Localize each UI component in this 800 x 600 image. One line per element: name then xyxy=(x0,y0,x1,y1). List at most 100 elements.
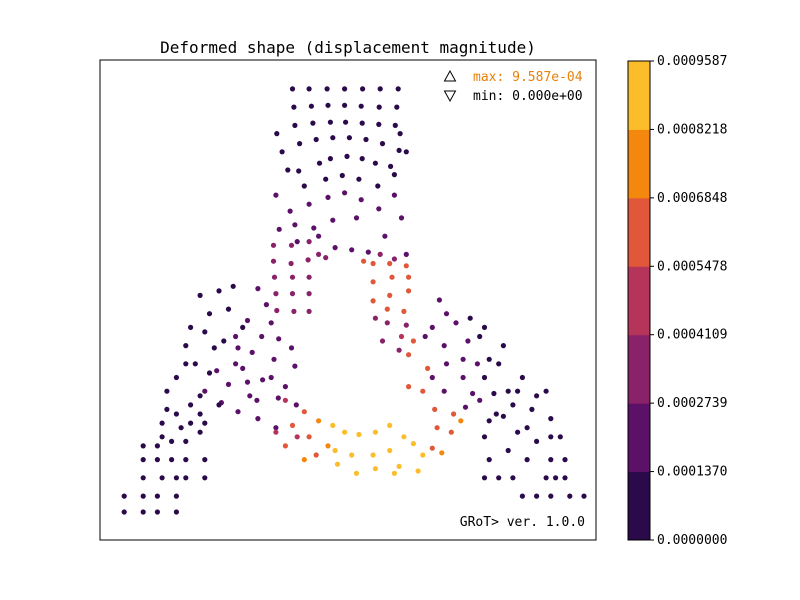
data-point xyxy=(324,86,330,92)
data-point xyxy=(154,509,160,515)
data-point xyxy=(403,251,409,257)
data-point xyxy=(206,311,213,317)
data-point xyxy=(287,208,293,214)
data-point xyxy=(270,258,277,264)
data-point xyxy=(477,397,483,403)
data-point xyxy=(534,393,540,399)
data-point xyxy=(296,168,302,174)
data-point xyxy=(398,215,405,221)
data-point xyxy=(311,225,317,231)
data-point xyxy=(460,356,466,362)
data-point xyxy=(410,338,416,344)
data-point xyxy=(505,447,511,454)
data-point xyxy=(379,141,386,147)
legend-min-label: min: 0.000e+00 xyxy=(473,89,583,104)
data-point xyxy=(197,429,203,435)
data-point xyxy=(359,120,365,126)
data-point xyxy=(432,406,438,412)
data-point xyxy=(313,452,319,458)
data-point xyxy=(221,338,227,344)
data-point xyxy=(460,374,466,381)
colorbar-tick-label: 0.0005478 xyxy=(657,259,727,274)
data-point xyxy=(288,242,295,248)
data-point xyxy=(249,349,255,355)
data-point xyxy=(268,320,274,326)
data-point xyxy=(306,239,312,245)
data-point xyxy=(285,167,291,173)
data-point xyxy=(330,217,336,223)
data-point xyxy=(240,324,246,330)
data-point xyxy=(403,322,409,328)
colorbar-tick-label: 0.0004109 xyxy=(657,328,727,343)
data-point xyxy=(562,457,568,463)
data-point xyxy=(183,438,189,444)
data-point xyxy=(159,434,165,440)
data-point xyxy=(310,120,316,126)
data-point xyxy=(259,333,265,340)
data-point xyxy=(379,338,386,344)
data-point xyxy=(376,104,382,110)
data-point xyxy=(377,86,383,92)
data-point xyxy=(276,226,282,232)
data-point xyxy=(316,233,322,239)
data-point xyxy=(474,361,480,367)
data-point xyxy=(429,324,435,330)
data-point xyxy=(451,411,457,417)
data-point xyxy=(562,475,568,481)
data-point xyxy=(188,420,194,426)
data-point xyxy=(443,311,450,317)
data-point xyxy=(294,239,300,245)
data-point xyxy=(372,160,378,166)
data-point xyxy=(363,136,369,143)
data-point xyxy=(443,361,450,367)
data-point xyxy=(306,434,312,440)
data-point xyxy=(392,122,398,128)
data-point xyxy=(465,338,471,344)
data-point xyxy=(403,263,409,269)
data-point xyxy=(276,336,282,342)
data-point xyxy=(567,493,573,499)
data-point xyxy=(382,233,388,239)
data-point xyxy=(543,388,549,394)
data-point xyxy=(233,361,239,367)
data-point xyxy=(301,183,307,189)
data-point xyxy=(349,452,355,458)
data-point xyxy=(425,365,431,371)
colorbar-segment xyxy=(628,403,650,473)
data-point xyxy=(202,420,208,426)
data-point xyxy=(491,390,497,397)
data-point xyxy=(429,374,435,381)
colorbar-tick-label: 0.0002739 xyxy=(657,396,727,411)
data-point xyxy=(519,493,526,499)
data-point xyxy=(388,163,394,169)
data-point xyxy=(581,493,587,499)
data-point xyxy=(323,255,329,261)
data-point xyxy=(268,374,274,381)
data-point xyxy=(271,274,278,280)
data-point xyxy=(486,356,492,362)
data-point xyxy=(346,135,352,141)
data-point xyxy=(387,447,393,454)
data-point xyxy=(391,470,397,476)
data-point xyxy=(244,379,251,385)
data-point xyxy=(289,274,296,280)
data-point xyxy=(360,86,366,92)
data-point xyxy=(384,306,390,312)
data-point xyxy=(496,475,502,481)
data-point xyxy=(325,443,331,449)
data-point xyxy=(391,172,397,178)
data-point xyxy=(183,361,189,367)
data-point xyxy=(291,308,297,314)
data-point xyxy=(255,416,261,422)
data-point xyxy=(396,147,402,153)
data-point xyxy=(154,457,160,463)
data-point xyxy=(325,194,331,200)
data-point xyxy=(301,457,307,463)
data-point xyxy=(396,463,402,469)
data-point xyxy=(332,447,338,454)
data-point xyxy=(439,450,445,456)
data-point xyxy=(524,457,530,463)
data-point xyxy=(553,475,559,481)
data-point xyxy=(289,422,296,428)
data-point xyxy=(349,247,355,253)
